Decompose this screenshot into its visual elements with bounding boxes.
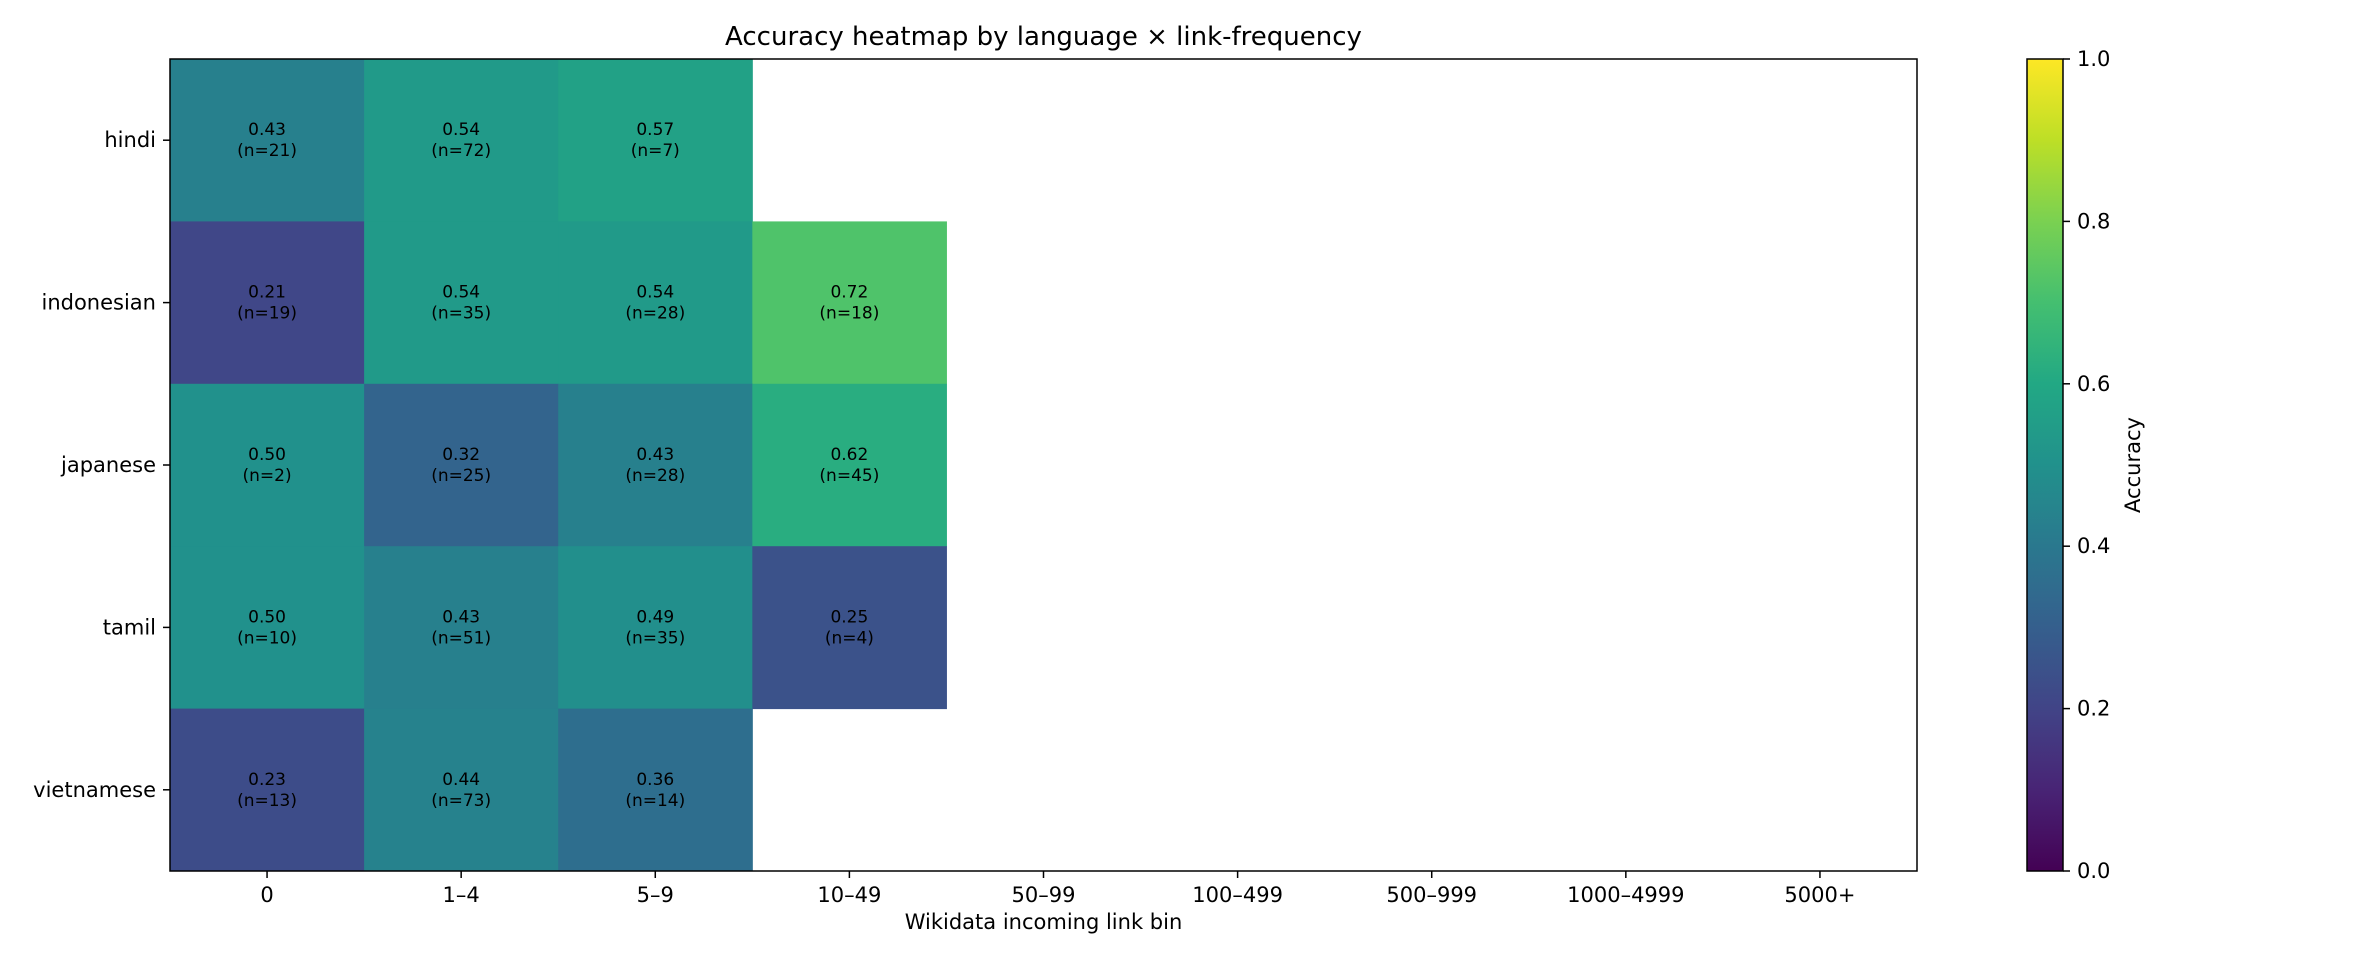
x-tick-label: 1–4: [443, 883, 480, 907]
colorbar-tick-label: 0.0: [2077, 859, 2110, 883]
cell-value-label: 0.44: [442, 770, 480, 790]
heatmap-cell: [558, 546, 753, 710]
heatmap-cell: [364, 221, 559, 385]
x-tick-label: 1000–4999: [1567, 883, 1684, 907]
cell-value-label: 0.23: [248, 770, 286, 790]
x-tick-label: 500–999: [1386, 883, 1477, 907]
y-tick-label: indonesian: [41, 291, 156, 315]
colorbar-tick-label: 0.2: [2077, 697, 2110, 721]
heatmap-cell: [364, 546, 559, 710]
cell-count-label: (n=45): [819, 466, 879, 486]
x-tick-label: 0: [260, 883, 273, 907]
cell-count-label: (n=28): [625, 466, 685, 486]
cell-count-label: (n=21): [237, 141, 297, 161]
heatmap-cell: [170, 546, 365, 710]
heatmap-cell: [752, 383, 947, 547]
x-axis-label: Wikidata incoming link bin: [905, 910, 1183, 934]
cell-count-label: (n=73): [431, 791, 491, 811]
x-tick-label: 50–99: [1012, 883, 1076, 907]
cell-value-label: 0.54: [442, 120, 480, 140]
colorbar-label: Accuracy: [2121, 417, 2145, 513]
cell-count-label: (n=18): [819, 304, 879, 324]
cell-count-label: (n=14): [625, 791, 685, 811]
x-tick-label: 100–499: [1192, 883, 1283, 907]
heatmap-cell: [364, 708, 559, 872]
colorbar-ticks: 0.0 0.2 0.4 0.6 0.8 1.0: [2063, 47, 2110, 883]
heatmap-cell: [364, 59, 559, 222]
cell-count-label: (n=7): [631, 141, 680, 161]
x-tick-label: 10–49: [817, 883, 881, 907]
colorbar-tick-label: 0.8: [2077, 209, 2110, 233]
cell-count-label: (n=35): [625, 628, 685, 648]
cell-value-label: 0.43: [248, 120, 286, 140]
cell-count-label: (n=4): [825, 628, 874, 648]
heatmap-cell: [170, 708, 365, 872]
heatmap-cell: [558, 59, 753, 222]
chart-title: Accuracy heatmap by language × link-freq…: [725, 22, 1362, 52]
y-tick-label: vietnamese: [33, 778, 156, 802]
colorbar-gradient: [2026, 58, 2064, 872]
heatmap-cell: [752, 221, 947, 385]
y-tick-label: tamil: [103, 615, 156, 639]
heatmap-cell: [752, 546, 947, 710]
colorbar-tick-label: 0.4: [2077, 534, 2110, 558]
cell-value-label: 0.72: [830, 283, 868, 303]
cell-count-label: (n=2): [243, 466, 292, 486]
cell-value-label: 0.54: [442, 283, 480, 303]
heatmap-cell: [170, 383, 365, 547]
cell-value-label: 0.50: [248, 607, 286, 627]
cell-count-label: (n=35): [431, 304, 491, 324]
cell-count-label: (n=10): [237, 628, 297, 648]
x-tick-label: 5000+: [1784, 883, 1855, 907]
cell-count-label: (n=19): [237, 304, 297, 324]
cell-value-label: 0.49: [636, 607, 674, 627]
cell-value-label: 0.54: [636, 283, 674, 303]
cell-value-label: 0.43: [442, 607, 480, 627]
y-tick-label: hindi: [104, 128, 156, 152]
y-axis: hindi indonesian japanese tamil vietnamese: [33, 128, 170, 802]
cell-value-label: 0.25: [830, 607, 868, 627]
heatmap-cell: [170, 221, 365, 385]
cell-count-label: (n=72): [431, 141, 491, 161]
colorbar-tick-label: 0.6: [2077, 372, 2110, 396]
heatmap-cell: [170, 59, 365, 222]
heatmap-cells: 0.43(n=21)0.54(n=72)0.57(n=7)0.21(n=19)0…: [170, 59, 947, 872]
x-tick-label: 5–9: [637, 883, 674, 907]
cell-count-label: (n=25): [431, 466, 491, 486]
cell-value-label: 0.21: [248, 283, 286, 303]
heatmap-cell: [558, 383, 753, 547]
x-axis: 0 1–4 5–9 10–49 50–99 100–499 500–999 1000–4999…: [260, 871, 1855, 907]
cell-count-label: (n=13): [237, 791, 297, 811]
heatmap-cell: [364, 383, 559, 547]
cell-count-label: (n=51): [431, 628, 491, 648]
colorbar: 0.0 0.2 0.4 0.6 0.8 1.0 Accuracy: [2026, 47, 2145, 883]
cell-value-label: 0.62: [830, 445, 868, 465]
heatmap-cell: [558, 708, 753, 872]
cell-count-label: (n=28): [625, 304, 685, 324]
y-tick-label: japanese: [60, 453, 156, 477]
cell-value-label: 0.36: [636, 770, 674, 790]
cell-value-label: 0.32: [442, 445, 480, 465]
cell-value-label: 0.50: [248, 445, 286, 465]
cell-value-label: 0.57: [636, 120, 674, 140]
heatmap-cell: [558, 221, 753, 385]
colorbar-tick-label: 1.0: [2077, 47, 2110, 71]
cell-value-label: 0.43: [636, 445, 674, 465]
